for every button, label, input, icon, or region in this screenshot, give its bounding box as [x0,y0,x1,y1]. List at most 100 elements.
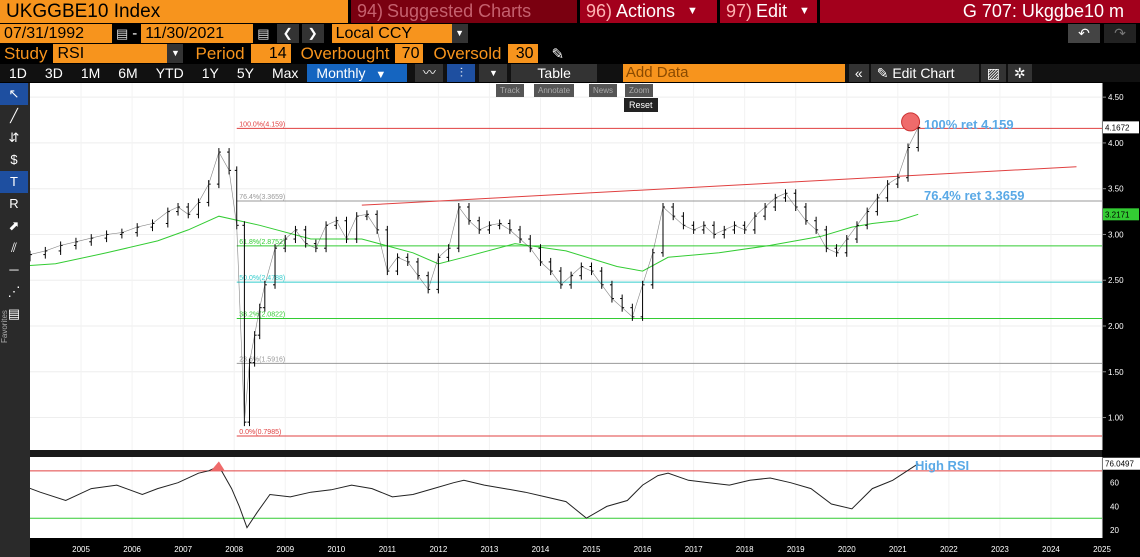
calendar-icon[interactable]: ▤ [257,25,270,41]
x-tick-label: 2010 [327,545,345,554]
end-date-field[interactable]: 11/30/2021 [141,24,254,43]
high-marker-circle [901,112,921,132]
cursor-icon[interactable]: ↖ [0,83,28,105]
retracement-icon[interactable]: R [9,196,19,211]
previous-period-button[interactable]: ❮ [276,24,299,43]
last-price-box [1103,121,1139,134]
suggested-charts-number: 94) [357,1,384,21]
period-1d[interactable]: 1D [9,65,27,81]
retracement-label: 76.4%(3.3659) [239,194,285,201]
retracement-label: 38.2%(2.0822) [239,311,285,318]
calendar-icon[interactable]: ▤ [116,25,129,41]
edit-chart-button[interactable]: ✎ Edit Chart [870,64,979,82]
period-field[interactable]: 14 [250,44,291,63]
chart-edit-icon[interactable]: ▨ [980,64,1006,82]
x-tick-label: 2023 [991,545,1009,554]
x-tick-label: 2008 [225,545,243,554]
zoom-button[interactable]: Zoom [625,84,654,97]
panel-divider [30,450,1102,457]
fan-tool-icon[interactable]: ▤ [7,306,21,321]
y-tick-label: 3.50 [1108,185,1124,194]
favorites-tab[interactable]: Favorites [0,310,9,343]
caret-down-icon: ▼ [375,69,387,81]
chevron-down-icon[interactable]: ▼ [451,24,468,43]
x-tick-label: 2015 [583,545,601,554]
rsi-y-tick-label: 40 [1110,502,1119,511]
actions-label: Actions [616,1,676,21]
annotate-button[interactable]: Annotate [534,84,575,97]
start-date-field[interactable]: 07/31/1992 [0,24,112,43]
add-data-field[interactable]: Add Data [622,64,845,82]
frequency-label: Monthly [316,65,366,81]
horizontal-line-icon[interactable]: ─ [9,262,19,277]
x-tick-label: 2007 [174,545,192,554]
chart-mini-toolbar: Track Annotate News Zoom Reset [496,83,664,114]
undo-icon[interactable]: ↶ [1068,24,1100,43]
x-tick-label: 2016 [634,545,652,554]
period-6m[interactable]: 6M [118,65,138,81]
frequency-select[interactable]: Monthly ▼ [307,64,408,82]
y-tick-label: 1.50 [1108,368,1124,377]
actions-menu-button[interactable]: 96) Actions ▼ [580,0,717,23]
study-select[interactable]: RSI [53,44,168,63]
x-axis-bg [30,538,1140,557]
chevron-down-icon[interactable]: ▼ [479,64,508,82]
last-price-label: 4.1672 [1105,123,1130,132]
rsi-y-tick-label: 60 [1110,479,1119,488]
price-change-icon[interactable]: $ [10,152,18,167]
rsi-line [30,463,919,529]
mid-retrace-annotation[interactable]: 76.4% ret 3.3659 [924,188,1025,203]
line-chart-icon[interactable]: 〰 [415,64,444,82]
channel-tool-icon[interactable]: ⫽ [11,240,17,255]
overbought-field[interactable]: 70 [395,44,424,63]
redo-icon[interactable]: ↷ [1104,24,1136,43]
gear-icon[interactable]: ✲ [1007,64,1032,82]
period-ytd[interactable]: YTD [155,65,184,81]
pencil-icon: ✎ [876,65,889,81]
x-tick-label: 2021 [889,545,907,554]
retracement-label: 61.8%(2.8752) [239,239,285,246]
draw-line-icon[interactable]: ╱ [10,108,18,123]
actions-number: 96) [586,1,613,21]
period-3d[interactable]: 3D [44,65,63,81]
pitchfork-icon[interactable]: ⋰ [7,284,21,299]
y-tick-label: 3.00 [1108,230,1124,239]
period-label: Period [195,43,245,63]
x-tick-label: 2011 [379,545,397,554]
retracement-label: 0.0%(0.7985) [239,429,281,436]
trend-tool-icon[interactable]: ⬈ [8,218,20,233]
reset-button[interactable]: Reset [624,98,658,112]
price-chart[interactable]: 100.0%(4.159) 76.4%(3.3659) 61.8%(2.8752) 5… [30,83,1140,557]
oversold-label: Oversold [433,43,502,63]
currency-select[interactable]: Local CCY [331,24,452,43]
text-tool-icon[interactable]: T [0,171,28,193]
chevron-down-icon[interactable]: ▼ [167,44,184,63]
x-tick-label: 2017 [685,545,703,554]
period-1m[interactable]: 1M [80,65,101,81]
retracement-label: 50.0%(2.4788) [239,275,285,282]
edit-menu-button[interactable]: 97) Edit ▼ [720,0,817,23]
period-max[interactable]: Max [271,65,299,81]
track-button[interactable]: Track [496,84,524,97]
percent-change-icon[interactable]: ⇵ [8,130,20,145]
ma-value-label: 3.2171 [1105,210,1130,219]
edit-label: Edit [756,1,788,21]
high-rsi-annotation[interactable]: High RSI [915,458,970,473]
x-tick-label: 2020 [838,545,856,554]
news-button[interactable]: News [589,84,618,97]
table-button[interactable]: Table [511,64,597,82]
pencil-icon[interactable]: ✎ [551,45,565,63]
security-ticker[interactable]: UKGGBE10 Index [0,0,348,23]
x-tick-label: 2022 [940,545,958,554]
bar-chart-icon[interactable]: ⫶ [447,64,476,82]
x-tick-label: 2018 [736,545,754,554]
suggested-charts-button[interactable]: 94) Suggested Charts [351,0,577,23]
collapse-icon[interactable]: « [848,64,869,82]
study-bar: Study RSI ▼ Period 14 Overbought 70 Over… [0,44,1140,63]
overbought-label: Overbought [300,43,390,63]
oversold-field[interactable]: 30 [507,44,538,63]
top-retrace-annotation[interactable]: 100% ret 4.159 [924,117,1014,132]
period-1y[interactable]: 1Y [201,65,219,81]
next-period-button[interactable]: ❯ [301,24,324,43]
period-5y[interactable]: 5Y [236,65,254,81]
